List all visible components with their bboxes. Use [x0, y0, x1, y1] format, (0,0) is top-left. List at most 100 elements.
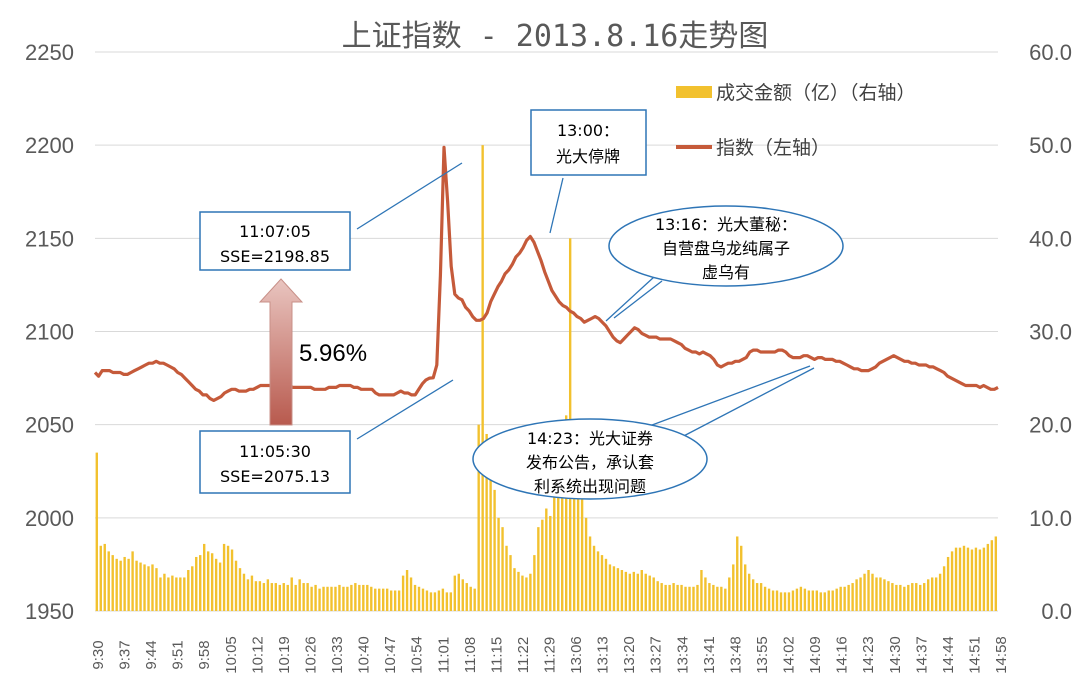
volume-bar: [278, 584, 281, 611]
volume-bar: [127, 558, 130, 611]
volume-bar: [115, 558, 118, 611]
annotation-1105-line1: 11:05:30: [239, 442, 311, 461]
legend-swatch-volume: [676, 86, 712, 98]
x-tick-label: 14:09: [807, 636, 824, 674]
volume-bar: [919, 584, 922, 611]
y-right-tick-label: 10.0: [1029, 506, 1072, 531]
volume-bar: [747, 573, 751, 611]
volume-bar: [736, 536, 739, 611]
x-tick-label: 14:58: [993, 636, 1010, 674]
x-tick-label: 9:37: [117, 640, 134, 669]
volume-bar: [628, 573, 632, 611]
legend-label-index: 指数（左轴）: [716, 137, 830, 159]
volume-bar: [978, 549, 982, 611]
volume-bar: [553, 489, 556, 611]
volume-bar: [413, 584, 417, 611]
chart-title: 上证指数 - 2013.8.16走势图: [342, 19, 769, 54]
volume-bar: [298, 579, 301, 611]
volume-bar: [938, 573, 942, 611]
volume-bar: [644, 573, 647, 611]
volume-bar: [163, 573, 166, 611]
annotation-1107-line1: 11:07:05: [239, 222, 311, 241]
volume-bar: [755, 583, 759, 611]
volume-bar: [338, 584, 341, 611]
volume-bar: [926, 579, 930, 611]
y-right-tick-label: 30.0: [1029, 320, 1072, 345]
x-tick-label: 9:44: [143, 640, 160, 669]
volume-bar: [696, 584, 699, 611]
volume-bar: [815, 590, 818, 611]
volume-bar: [358, 584, 361, 611]
volume-bar: [946, 556, 950, 611]
volume-bar: [179, 577, 182, 611]
x-tick-label: 13:41: [701, 636, 718, 674]
volume-bar: [883, 579, 886, 611]
annotation-1423-line1: 14:23：光大证券: [527, 429, 653, 448]
volume-bar: [887, 581, 890, 611]
volume-bar: [724, 588, 727, 611]
y-left-tick-label: 1950: [25, 599, 74, 624]
volume-bar: [441, 588, 445, 611]
x-tick-label: 9:30: [90, 640, 107, 669]
y-right-tick-label: 20.0: [1029, 413, 1072, 438]
volume-bar: [334, 586, 337, 611]
volume-bar: [954, 547, 958, 611]
volume-bar: [751, 579, 755, 611]
volume-bar: [982, 547, 986, 611]
volume-bar: [700, 570, 703, 611]
volume-bar: [855, 579, 858, 611]
volume-bar: [576, 480, 580, 611]
volume-bar: [839, 586, 842, 611]
volume-bar: [433, 592, 437, 611]
volume-bar: [604, 558, 608, 611]
y-left-tick-label: 2250: [25, 40, 74, 65]
volume-bar: [370, 586, 373, 611]
volume-bar: [545, 508, 548, 611]
volume-bar: [230, 549, 234, 611]
volume-bar: [513, 568, 516, 611]
volume-bar: [759, 583, 763, 611]
x-tick-label: 10:05: [223, 636, 240, 674]
annotation-1107-line2: SSE=2198.85: [220, 247, 330, 266]
volume-bar: [362, 584, 365, 611]
volume-bar: [497, 517, 500, 611]
volume-bar: [294, 584, 297, 611]
volume-bar: [238, 568, 242, 611]
volume-bar: [151, 564, 154, 611]
volume-bar: [612, 566, 616, 611]
volume-bar: [791, 590, 795, 611]
x-tick-label: 13:06: [568, 636, 585, 674]
volume-bar: [191, 566, 194, 611]
volume-bar: [525, 577, 528, 611]
volume-bar: [493, 489, 496, 611]
annotation-1316: 13:16：光大董秘： 自营盘乌龙纯属子 虚乌有: [605, 205, 844, 322]
volume-bar: [783, 592, 787, 611]
annotation-1423: 14:23：光大证券 发布公告，承认套 利系统出现问题: [472, 365, 815, 500]
volume-bar: [421, 588, 425, 611]
volume-bar: [561, 443, 564, 611]
volume-bar: [827, 590, 830, 611]
volume-bar: [732, 564, 735, 611]
volume-bar: [843, 586, 846, 611]
volume-bar: [923, 583, 926, 611]
volume-bar: [728, 577, 731, 611]
x-tick-label: 10:12: [249, 636, 266, 674]
volume-bar: [847, 584, 850, 611]
volume-bar: [382, 588, 385, 611]
volume-bar: [879, 577, 882, 611]
volume-bar: [330, 586, 333, 611]
volume-bar: [608, 564, 612, 611]
volume-bar: [397, 590, 401, 611]
annotation-1423-line3: 利系统出现问题: [534, 477, 646, 496]
volume-bar: [891, 583, 894, 611]
volume-bar: [107, 551, 110, 611]
x-tick-label: 11:01: [435, 637, 452, 673]
volume-bar: [521, 575, 524, 611]
x-tick-label: 10:19: [276, 636, 293, 674]
volume-bar: [867, 570, 870, 611]
y-left-tick-label: 2100: [25, 320, 74, 345]
volume-bar: [226, 545, 230, 611]
x-tick-label: 9:58: [196, 640, 213, 669]
volume-bar: [366, 584, 369, 611]
volume-bar: [302, 583, 305, 611]
